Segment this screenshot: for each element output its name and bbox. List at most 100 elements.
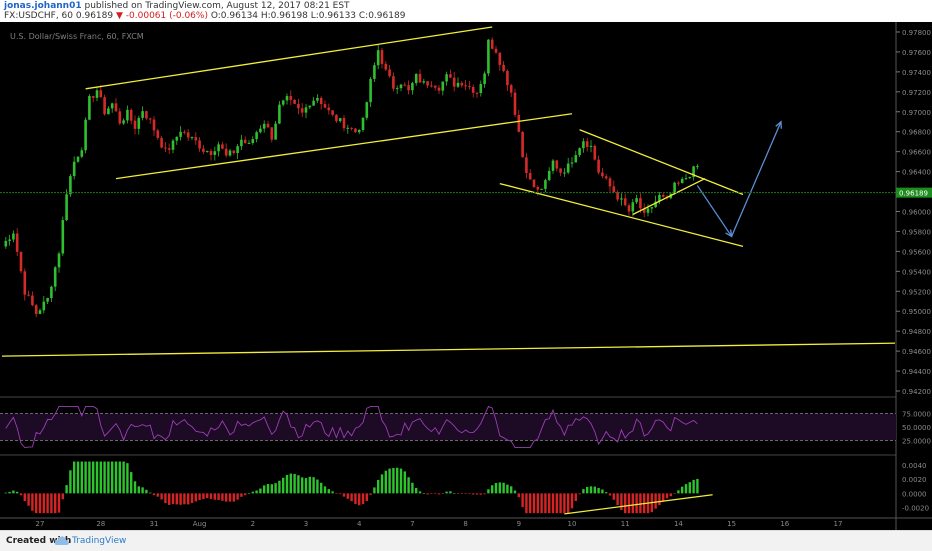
macd-histogram-bar <box>69 470 72 494</box>
macd-histogram-bar <box>54 493 57 514</box>
candle-down <box>498 52 502 65</box>
price-change: -0.00061 (-0.06%) <box>125 11 208 21</box>
rsi-tick-label: 75.0000 <box>902 411 931 419</box>
candle-down <box>186 132 190 138</box>
candle-down <box>430 85 433 87</box>
macd-histogram-bar <box>312 477 315 494</box>
lower-channel-top <box>579 129 744 196</box>
macd-histogram-bar <box>555 493 558 514</box>
macd-histogram-bar <box>354 493 357 505</box>
projection-arrowhead <box>775 120 782 129</box>
time-tick-label: 15 <box>727 520 736 528</box>
candle-up <box>57 253 61 268</box>
time-tick-label: 17 <box>834 520 843 528</box>
macd-histogram-bar <box>384 470 387 494</box>
macd-histogram-bar <box>559 493 562 514</box>
candle-down <box>532 179 536 187</box>
macd-histogram-bar <box>517 493 520 498</box>
candle-up <box>544 180 547 189</box>
macd-histogram-bar <box>179 493 182 505</box>
symbol-info: FX:USDCHF, 60 0.96189 ▼ -0.00061 (-0.06%… <box>4 11 405 21</box>
macd-histogram-bar <box>221 493 224 501</box>
candle-up <box>88 96 91 120</box>
macd-histogram-bar <box>631 493 634 514</box>
candle-up <box>251 139 255 143</box>
macd-histogram-bar <box>688 482 691 494</box>
author-link[interactable]: jonas.johann01 <box>4 1 82 11</box>
macd-histogram-bar <box>460 493 463 494</box>
price-tick-label: 0.95800 <box>902 228 931 236</box>
candle-down <box>354 128 357 133</box>
macd-histogram-bar <box>133 481 137 494</box>
macd-histogram-bar <box>198 493 201 500</box>
time-tick-label: 4 <box>357 520 362 528</box>
candle-down <box>289 96 293 100</box>
candle-down <box>627 205 631 212</box>
candle-up <box>479 83 483 93</box>
macd-histogram-bar <box>164 493 167 504</box>
macd-histogram-bar <box>323 486 327 494</box>
candle-up <box>304 107 308 113</box>
candle-up <box>213 151 217 155</box>
candle-down <box>616 192 619 200</box>
candle-up <box>373 65 376 79</box>
macd-histogram-bar <box>430 493 433 494</box>
macd-panel: 0.0040 0.0020 0.0000 -0.0020 <box>4 461 929 515</box>
macd-histogram-bar <box>669 493 672 497</box>
macd-histogram-bar <box>50 493 53 514</box>
candle-down <box>517 114 521 132</box>
macd-histogram-bar <box>684 484 688 494</box>
macd-histogram-bar <box>475 493 479 495</box>
candle-down <box>152 119 156 131</box>
candle-up <box>422 81 426 83</box>
macd-histogram-bar <box>31 493 34 511</box>
candle-down <box>585 141 589 147</box>
candle-down <box>31 295 34 306</box>
macd-histogram-bar <box>399 468 403 494</box>
candle-down <box>418 73 422 83</box>
macd-histogram-bar <box>327 489 330 494</box>
price-candles <box>4 37 699 318</box>
candle-up <box>171 140 175 150</box>
candle-up <box>4 240 8 247</box>
macd-histogram-bar <box>445 491 448 494</box>
candle-down <box>99 90 103 98</box>
macd-histogram-bar <box>677 490 680 494</box>
forecast-projection <box>696 120 782 238</box>
time-tick-label: 9 <box>517 520 521 528</box>
tradingview-cloud-icon <box>54 536 69 545</box>
candle-down <box>642 208 646 213</box>
candle-up <box>566 163 570 173</box>
symbol-label: FX:USDCHF, 60 <box>4 11 74 21</box>
price-tick-label: 0.97600 <box>902 49 931 57</box>
candle-up <box>578 148 581 156</box>
macd-histogram-bar <box>57 493 61 513</box>
candle-up <box>46 298 49 302</box>
macd-histogram-bar <box>118 461 121 494</box>
macd-histogram-bar <box>365 493 368 501</box>
macd-histogram-bar <box>111 461 114 494</box>
lower-channel-bottom <box>499 182 744 248</box>
macd-histogram-bar <box>658 493 661 506</box>
candle-up <box>308 105 312 108</box>
macd-histogram-bar <box>342 493 346 497</box>
candle-down <box>319 97 323 105</box>
macd-histogram-bar <box>567 493 570 514</box>
candle-up <box>620 198 623 200</box>
macd-trend-line <box>564 494 713 515</box>
macd-histogram-bar <box>681 486 684 494</box>
candle-down <box>300 108 304 113</box>
candle-up <box>483 73 486 84</box>
macd-histogram-bar <box>183 493 186 505</box>
macd-histogram-bar <box>662 493 665 502</box>
macd-histogram-bar <box>358 493 361 506</box>
candle-up <box>563 172 566 174</box>
candle-up <box>42 301 46 311</box>
candle-up <box>547 170 551 181</box>
candle-up <box>589 145 593 147</box>
chart-canvas[interactable]: U.S. Dollar/Swiss Franc, 60, FXCM 0.9780… <box>0 22 932 530</box>
tradingview-brand[interactable]: TradingView <box>72 536 127 546</box>
price-tick-label: 0.96000 <box>902 208 931 216</box>
macd-histogram-bar <box>464 493 467 494</box>
macd-histogram-bar <box>487 489 490 494</box>
